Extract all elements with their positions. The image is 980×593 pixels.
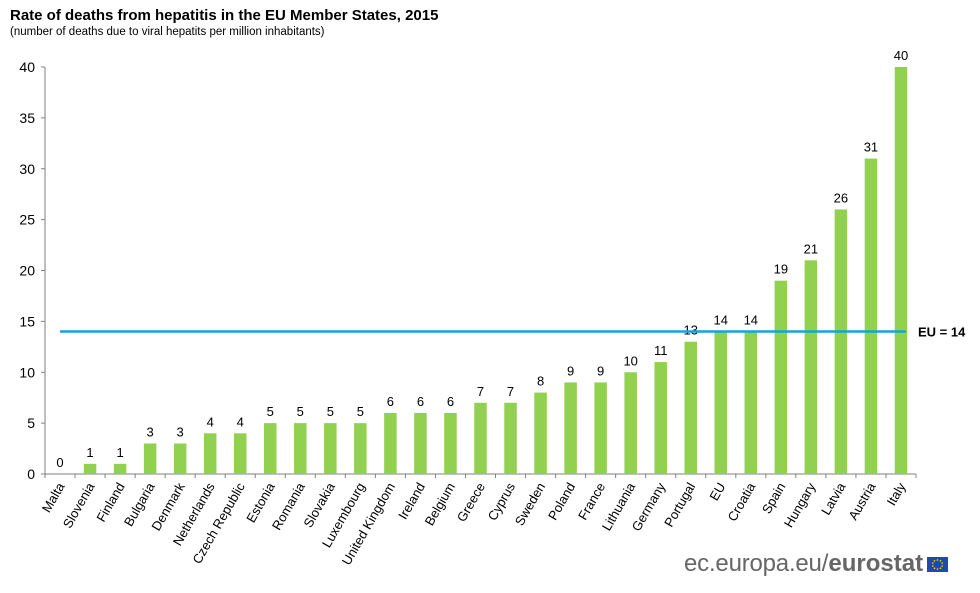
data-label: 19 (774, 262, 788, 277)
data-label: 5 (267, 404, 274, 419)
data-label: 14 (714, 313, 728, 328)
category-label: Croatia (724, 479, 758, 523)
category-label: Ireland (395, 480, 428, 522)
bar (113, 463, 127, 474)
data-label: 1 (86, 445, 93, 460)
data-label: 4 (207, 414, 214, 429)
category-label: Spain (759, 480, 789, 516)
bar (594, 382, 607, 474)
footer-site: ec.europa.eu (684, 550, 822, 577)
data-label: 6 (417, 394, 424, 409)
chart-subtitle: (number of deaths due to viral hepatits … (10, 26, 325, 38)
y-tick-label: 40 (19, 59, 35, 75)
data-label: 1 (116, 445, 123, 460)
y-axis: 0 5 10 15 20 25 30 35 40 (19, 59, 46, 482)
data-label: 14 (744, 313, 758, 328)
y-tick-label: 5 (27, 415, 35, 431)
data-label: 13 (684, 323, 698, 338)
y-tick-label: 25 (19, 212, 35, 228)
y-tick-label: 30 (19, 161, 35, 177)
category-label: EU (706, 480, 728, 503)
bar (864, 158, 878, 474)
data-label: 9 (567, 363, 574, 378)
bar (83, 463, 97, 474)
category-label: Latvia (818, 479, 849, 517)
eu-flag-icon (927, 556, 949, 572)
category-label: Austria (845, 479, 879, 522)
bar (294, 423, 307, 474)
bar (834, 209, 848, 474)
y-tick-label: 35 (19, 110, 35, 126)
y-tick-label: 0 (27, 466, 35, 482)
data-label: 11 (654, 343, 668, 358)
data-label: 3 (177, 424, 184, 439)
bar (173, 443, 187, 474)
eu-average-label: EU = 14 (918, 325, 966, 340)
data-label: 7 (477, 384, 484, 399)
data-label: 5 (327, 404, 334, 419)
data-label: 6 (447, 394, 454, 409)
data-label: 5 (357, 404, 364, 419)
data-label: 26 (834, 190, 848, 205)
bar (744, 331, 758, 474)
footer-brand: eurostat (828, 550, 924, 577)
data-label: 8 (537, 374, 544, 389)
data-label: 10 (623, 353, 637, 368)
footer-separator: / (821, 550, 829, 577)
category-label: Poland (545, 480, 578, 523)
bar (474, 402, 487, 474)
bar (714, 331, 728, 474)
data-label: 9 (597, 363, 604, 378)
category-label: Greece (454, 480, 488, 524)
data-label: 7 (507, 384, 514, 399)
bar (203, 433, 217, 474)
y-tick-label: 15 (19, 313, 35, 329)
bar (654, 362, 667, 474)
bar (414, 412, 427, 474)
bar (504, 402, 517, 474)
data-label: 21 (804, 241, 818, 256)
bar (774, 280, 788, 474)
category-label: Italy (884, 480, 909, 509)
bar (444, 412, 457, 474)
bar (354, 423, 367, 474)
bar (233, 433, 247, 474)
data-label: 40 (894, 48, 908, 63)
bar (324, 423, 337, 474)
bar (534, 392, 547, 474)
data-label: 5 (297, 404, 304, 419)
y-tick-label: 10 (19, 364, 35, 380)
category-label: Malta (39, 479, 68, 515)
data-label: 3 (147, 424, 154, 439)
reference-line-group: EU = 14 (60, 325, 966, 340)
y-tick-label: 20 (19, 263, 35, 279)
data-label: 4 (237, 414, 244, 429)
bar (804, 260, 818, 474)
data-label: 31 (864, 140, 878, 155)
bar (143, 443, 157, 474)
bar (384, 412, 397, 474)
category-label: France (575, 480, 608, 523)
bar (684, 341, 697, 474)
eurostat-footer: ec.europa.eu / eurostat (684, 549, 949, 579)
data-label: 0 (56, 455, 63, 470)
chart-title: Rate of deaths from hepatitis in the EU … (10, 7, 439, 24)
data-label: 6 (387, 394, 394, 409)
bar (264, 423, 277, 474)
bar (564, 382, 577, 474)
bar (894, 67, 908, 474)
bar (624, 372, 637, 474)
